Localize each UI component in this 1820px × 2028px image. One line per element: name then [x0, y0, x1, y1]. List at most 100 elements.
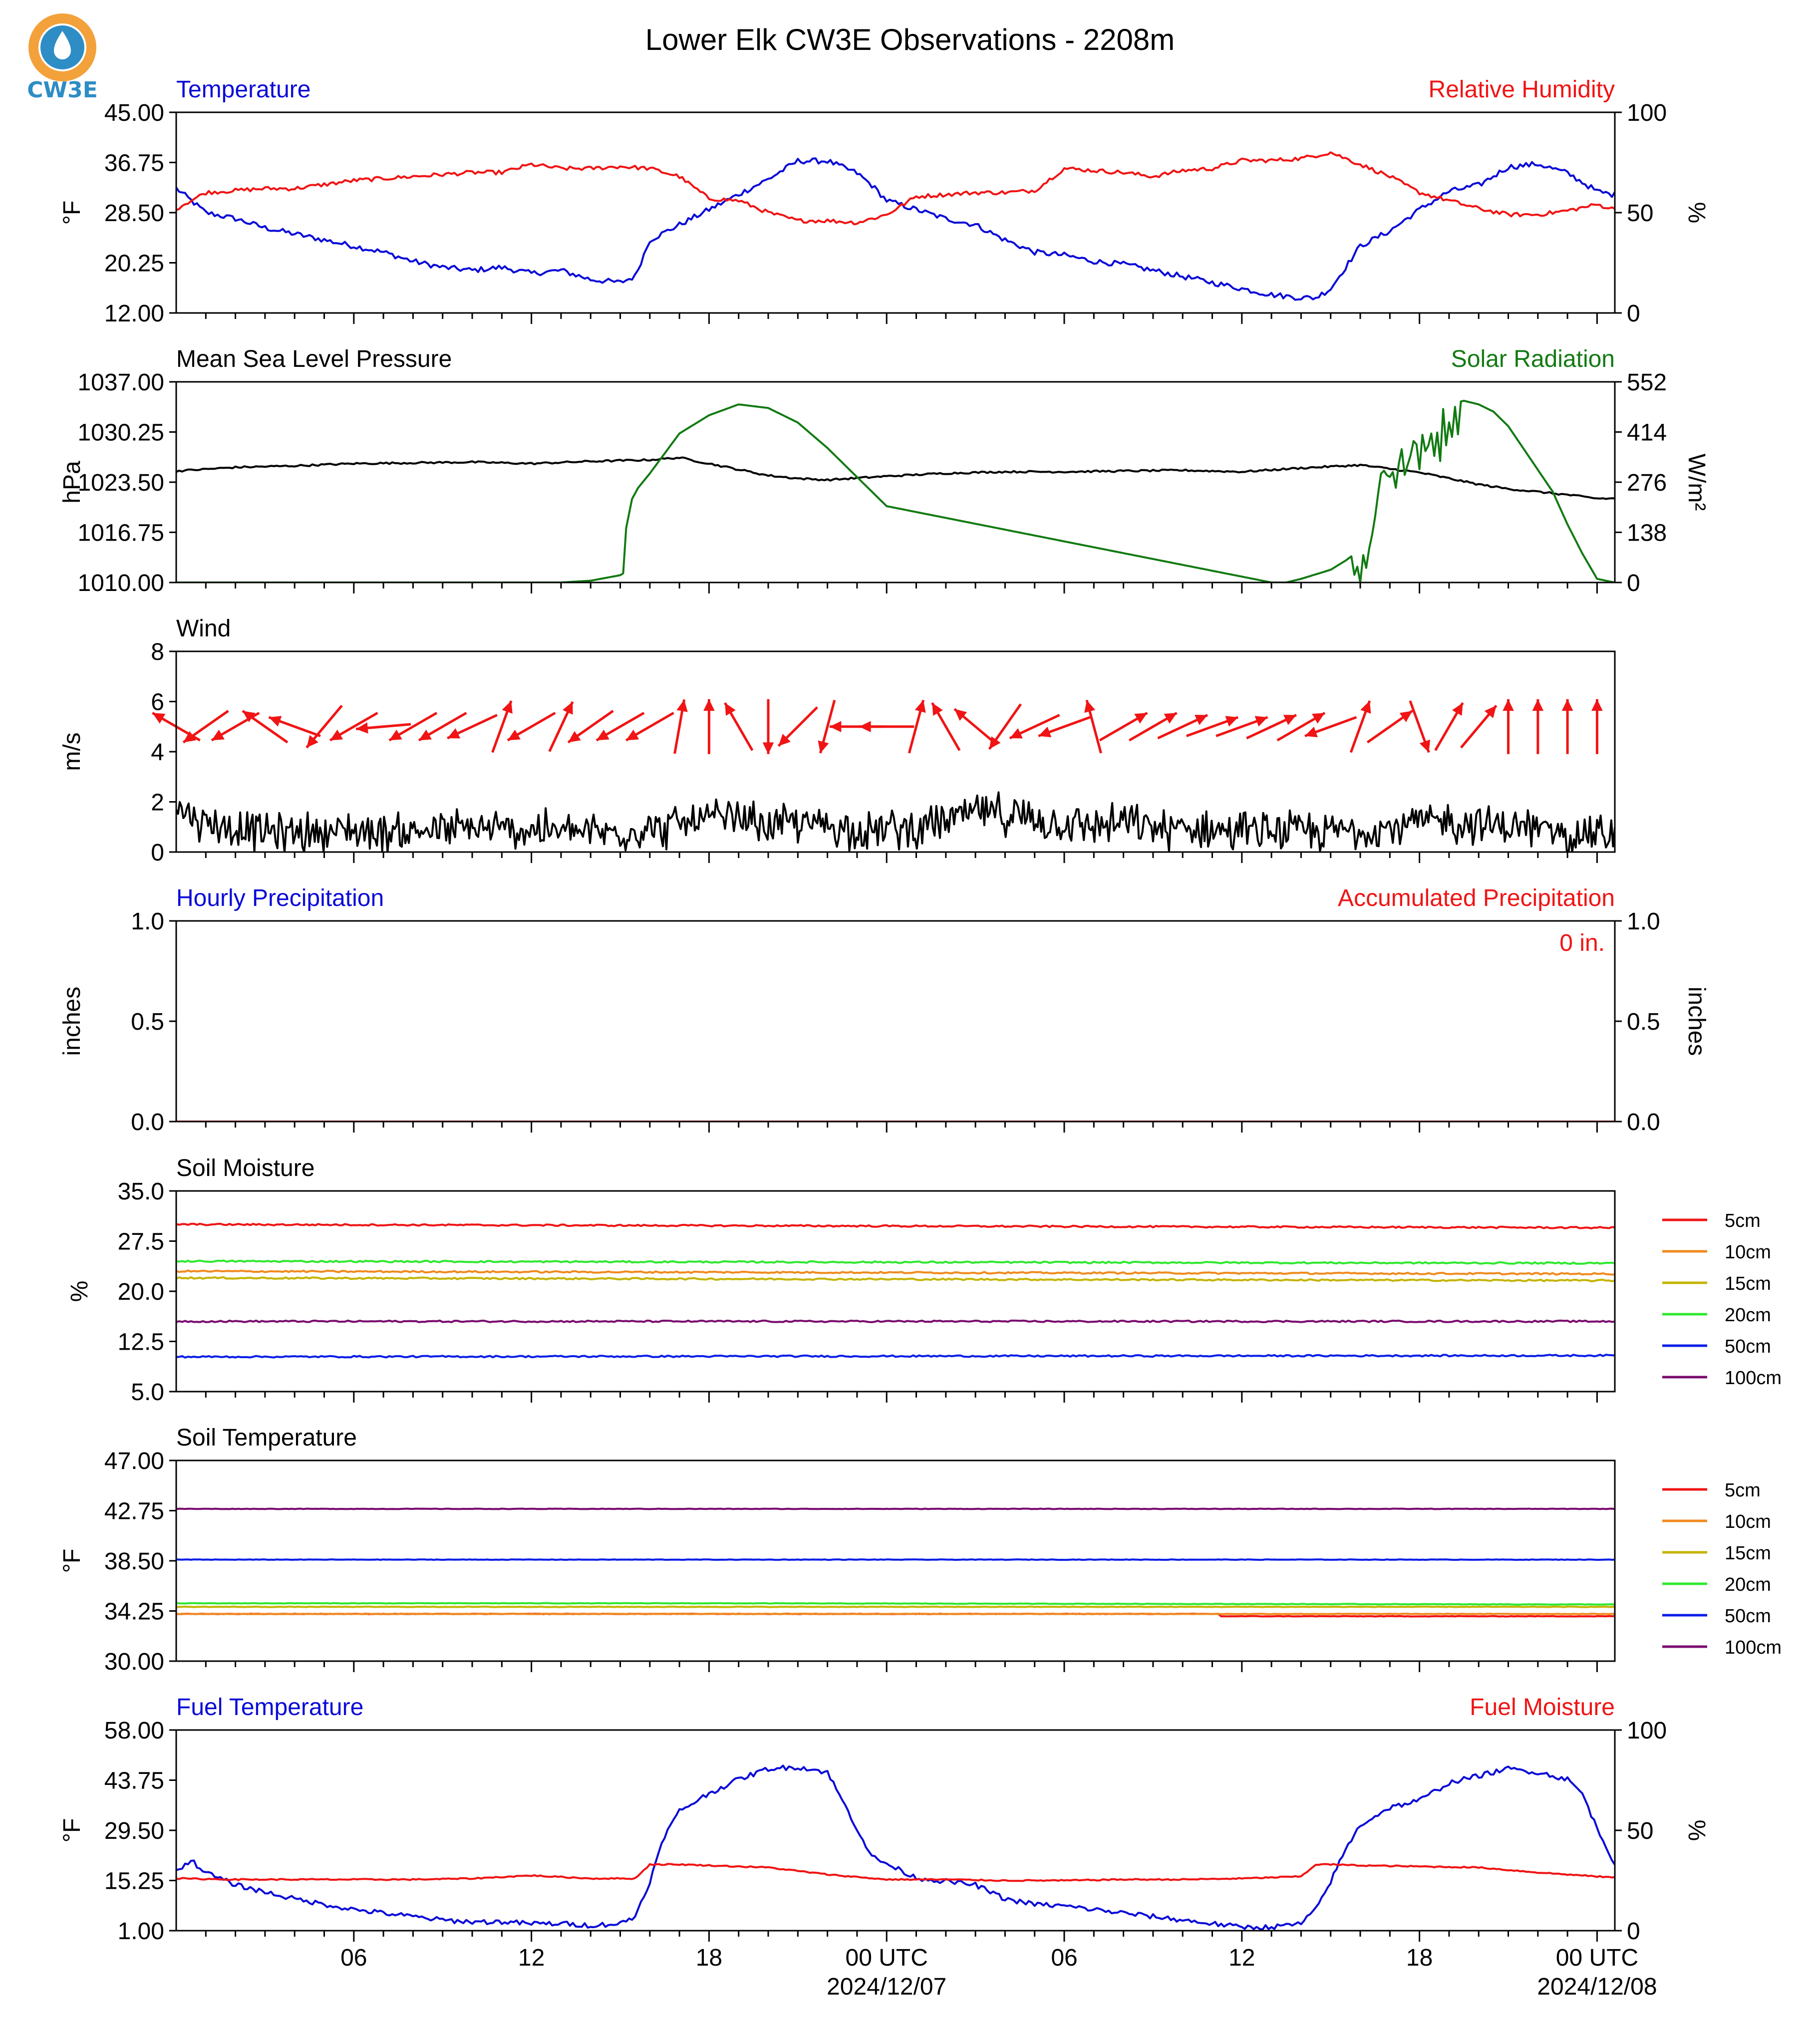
wind-arrow — [625, 712, 674, 742]
wind-arrow — [596, 712, 645, 742]
arrow-head — [954, 709, 967, 721]
wind-arrow — [1099, 712, 1148, 742]
ytick-label-right: 414 — [1627, 420, 1667, 446]
ytick-label-right: 0.5 — [1627, 1009, 1660, 1035]
ylabel-right: % — [1683, 202, 1710, 224]
panel-frame — [175, 1459, 1616, 1662]
panel-title-right: Solar Radiation — [1451, 346, 1615, 372]
xtick-label: 18 — [1406, 1945, 1433, 1971]
ytick-label-left: 1037.00 — [77, 369, 164, 396]
arrow-head — [242, 711, 256, 722]
arrow-head — [626, 729, 639, 741]
arrow-head — [152, 713, 166, 724]
ylabel-left: inches — [59, 987, 85, 1056]
series-line-50cm — [176, 1354, 1615, 1359]
arrow-head — [306, 735, 318, 748]
ylabel-right: inches — [1683, 987, 1710, 1056]
series-line-20cm — [176, 1259, 1615, 1265]
wind-arrow — [418, 712, 467, 742]
legend: 5cm 10cm 15cm 20cm 50cm 100cm — [1662, 1210, 1782, 1389]
panel-frame — [175, 381, 1616, 583]
wind-arrow — [507, 712, 556, 742]
arrow-head — [269, 716, 282, 727]
series-line-wind — [176, 791, 1615, 852]
ytick-label-left: 42.75 — [104, 1498, 164, 1525]
ytick-label-left: 58.00 — [104, 1718, 164, 1744]
panel-frame — [175, 1190, 1616, 1393]
wind-arrow — [1460, 705, 1498, 749]
arrow-head — [778, 734, 791, 746]
ytick-label-left: 38.50 — [104, 1548, 164, 1575]
ytick-label-left: 15.25 — [104, 1868, 164, 1895]
wind-arrow — [1434, 702, 1464, 751]
time-axis-labels: 06 12 18 00 UTC 2024/12/07 06 12 18 00 UTC 2024/1… — [340, 1945, 1657, 2000]
wind-arrow — [447, 714, 498, 740]
ytick-label-left: 1.00 — [118, 1918, 164, 1945]
series-line-5cm — [176, 1222, 1615, 1229]
wind-arrow — [1532, 699, 1544, 754]
arrow-head — [507, 729, 521, 741]
plot-area — [176, 1764, 1615, 1931]
droplet-icon — [54, 31, 71, 59]
arrow-head — [568, 731, 581, 743]
arrow-head — [356, 722, 368, 734]
series-line-100cm — [176, 1319, 1615, 1323]
ytick-label-left: 2 — [151, 790, 164, 816]
wind-arrow — [268, 716, 321, 737]
series-line-15cm — [176, 1276, 1615, 1282]
arrow-head — [419, 729, 432, 741]
arrow-head — [1225, 716, 1238, 727]
arrow-head — [183, 731, 196, 743]
wind-arrow — [1215, 716, 1268, 737]
xtick-date-label: 2024/12/08 — [1537, 1974, 1657, 2000]
panel-soil_moisture: Soil Moisture 5.0 12.5 20.0 27.5 35.0% 5cm 10cm… — [66, 1155, 1782, 1406]
arrow-head — [1452, 703, 1463, 716]
arrow-head — [914, 700, 926, 713]
ytick-label-right: 138 — [1627, 520, 1667, 547]
ytick-label-left: 0.0 — [131, 1109, 164, 1136]
ylabel-left: % — [66, 1281, 93, 1302]
panel-title-left: Soil Temperature — [176, 1425, 357, 1451]
ytick-label-left: 1010.00 — [77, 570, 164, 596]
wind-arrow — [182, 710, 229, 744]
arrow-head — [596, 729, 609, 741]
accumulated-precip-value: 0 in. — [1559, 930, 1605, 956]
logo-text: CW3E — [27, 77, 98, 103]
panel-title-left: Soil Moisture — [176, 1155, 314, 1181]
wind-arrow — [1503, 699, 1514, 754]
ytick-label-right: 50 — [1627, 1818, 1653, 1844]
ytick-label-right: 0 — [1627, 570, 1640, 596]
plot-area — [176, 151, 1615, 301]
panel-title-left: Hourly Precipitation — [176, 885, 384, 911]
ytick-label-left: 12.5 — [118, 1329, 164, 1356]
arrow-head — [1484, 705, 1497, 718]
panel-frame — [175, 1729, 1616, 1932]
ytick-label-left: 35.0 — [118, 1178, 164, 1205]
cw3e-logo: CW3E — [27, 13, 98, 103]
ytick-label-left: 29.50 — [104, 1818, 164, 1844]
ytick-label-left: 34.25 — [104, 1599, 164, 1625]
arrow-head — [1084, 700, 1096, 713]
xtick-label: 18 — [696, 1945, 722, 1971]
wind-arrow — [1591, 699, 1603, 754]
xtick-label: 12 — [518, 1945, 545, 1971]
panel-temperature: Temperature Relative Humidity 12.00 20.25 28… — [59, 76, 1710, 327]
ytick-label-right: 276 — [1627, 470, 1667, 496]
wind-arrow — [818, 699, 836, 754]
ytick-label-left: 0.5 — [131, 1009, 164, 1035]
ytick-label-right: 100 — [1627, 100, 1667, 126]
series-line-mean-sea-level-pressure — [176, 456, 1615, 500]
arrow-head — [725, 703, 736, 716]
wind-arrow — [1246, 714, 1297, 740]
wind-arrow — [1561, 699, 1573, 754]
panel-precipitation: Hourly Precipitation Accumulated Precipit… — [59, 885, 1710, 1136]
ytick-label-left: 1016.75 — [77, 520, 164, 547]
series-line-fuel-temperature — [176, 1764, 1615, 1931]
figure-title: Lower Elk CW3E Observations - 2208m — [645, 23, 1175, 56]
ytick-label-left: 47.00 — [104, 1448, 164, 1474]
panel-fuel: Fuel Temperature Fuel Moisture 1.00 15.25 29… — [59, 1694, 1710, 1945]
legend-label: 10cm — [1725, 1511, 1771, 1532]
arrow-head — [1591, 699, 1603, 711]
ytick-label-left: 28.50 — [104, 200, 164, 227]
